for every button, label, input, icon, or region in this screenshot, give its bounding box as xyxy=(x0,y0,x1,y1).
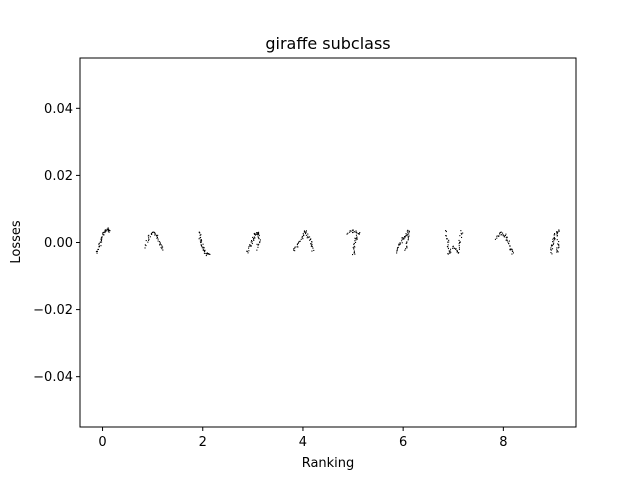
plot-frame xyxy=(79,57,577,428)
y-tick-label: −0.04 xyxy=(33,370,73,385)
chart-title: giraffe subclass xyxy=(265,34,390,53)
data-point xyxy=(246,231,261,254)
x-tick-label: 2 xyxy=(199,435,207,450)
data-point xyxy=(396,229,410,254)
y-axis-label: Losses xyxy=(9,220,24,264)
y-tick-label: 0.00 xyxy=(44,236,73,251)
data-point xyxy=(198,231,211,257)
data-point xyxy=(95,227,111,254)
x-axis: 0 2 4 6 8 xyxy=(98,427,507,450)
data-point xyxy=(144,231,164,251)
data-point xyxy=(346,229,361,256)
x-tick-label: 0 xyxy=(98,435,106,450)
y-axis: −0.04 −0.02 0.00 0.02 0.04 xyxy=(33,102,80,385)
y-tick-label: −0.02 xyxy=(33,303,73,318)
data-point xyxy=(293,230,315,252)
data-point xyxy=(445,230,464,255)
x-axis-label: Ranking xyxy=(302,456,355,471)
data-point xyxy=(550,229,560,255)
x-tick-label: 6 xyxy=(399,435,407,450)
y-tick-label: 0.02 xyxy=(44,169,73,184)
data-markers xyxy=(95,227,560,257)
y-tick-label: 0.04 xyxy=(44,102,73,117)
plot-area xyxy=(79,57,577,428)
x-tick-label: 8 xyxy=(499,435,507,450)
data-point xyxy=(494,231,514,255)
x-tick-label: 4 xyxy=(299,435,307,450)
